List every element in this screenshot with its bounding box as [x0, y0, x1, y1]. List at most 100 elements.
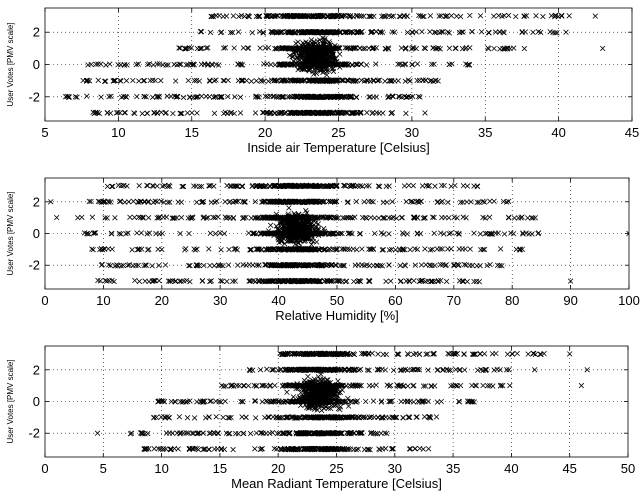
- data-point-x-marker: [427, 13, 434, 19]
- data-point-x-marker: [427, 247, 434, 253]
- data-point-x-marker: [277, 110, 283, 117]
- data-point-x-marker: [474, 263, 480, 269]
- data-point-x-marker: [139, 246, 145, 252]
- data-point-x-marker: [307, 262, 314, 268]
- data-point-x-marker: [123, 231, 129, 237]
- data-point-x-marker: [154, 61, 160, 67]
- data-point-x-marker: [205, 45, 211, 51]
- data-point-x-marker: [115, 109, 121, 116]
- data-point-x-marker: [167, 278, 173, 284]
- data-point-x-marker: [439, 214, 445, 221]
- data-point-x-marker: [278, 94, 285, 100]
- data-point-x-marker: [359, 246, 365, 252]
- data-point-x-marker: [253, 262, 260, 268]
- data-point-x-marker: [267, 222, 274, 228]
- data-point-x-marker: [487, 262, 493, 268]
- data-point-x-marker: [270, 278, 276, 285]
- data-point-x-marker: [308, 247, 314, 253]
- data-point-x-marker: [407, 247, 413, 253]
- data-point-x-marker: [141, 262, 147, 269]
- data-point-x-marker: [252, 446, 258, 452]
- data-point-x-marker: [493, 230, 499, 236]
- data-point-x-marker: [485, 29, 492, 36]
- data-point-x-marker: [235, 29, 242, 35]
- data-point-x-marker: [281, 13, 287, 19]
- data-point-x-marker: [323, 63, 329, 70]
- data-point-x-marker: [366, 278, 372, 284]
- y-tick-label: -2: [28, 89, 40, 104]
- data-point-x-marker: [191, 246, 197, 252]
- data-point-x-marker: [133, 61, 139, 68]
- y-tick-label: 0: [33, 226, 40, 241]
- data-point-x-marker: [99, 261, 105, 268]
- data-point-x-marker: [308, 246, 314, 252]
- data-point-x-marker: [260, 30, 267, 36]
- data-point-x-marker: [150, 94, 156, 100]
- data-point-x-marker: [253, 78, 260, 84]
- data-point-x-marker: [127, 214, 133, 220]
- data-point-x-marker: [136, 183, 142, 189]
- data-point-x-marker: [336, 29, 343, 35]
- data-point-x-marker: [211, 263, 217, 269]
- data-point-x-marker: [256, 278, 263, 284]
- data-point-x-marker: [317, 42, 324, 49]
- data-point-x-marker: [469, 382, 475, 389]
- data-point-x-marker: [405, 77, 411, 83]
- data-point-x-marker: [414, 77, 420, 84]
- data-point-x-marker: [356, 13, 363, 19]
- data-point-x-marker: [454, 230, 460, 236]
- data-point-x-marker: [340, 246, 347, 252]
- data-point-x-marker: [165, 278, 172, 284]
- x-tick-label: 80: [505, 293, 519, 308]
- data-point-x-marker: [230, 278, 236, 284]
- data-point-x-marker: [471, 278, 477, 285]
- data-point-x-marker: [354, 278, 361, 285]
- data-point-x-marker: [324, 94, 330, 100]
- data-point-x-marker: [232, 278, 238, 284]
- data-point-x-marker: [552, 14, 558, 20]
- data-point-x-marker: [343, 279, 349, 285]
- data-point-x-marker: [328, 262, 335, 269]
- data-point-x-marker: [361, 13, 367, 19]
- data-point-x-marker: [213, 61, 219, 68]
- data-point-x-marker: [371, 77, 377, 84]
- data-point-x-marker: [203, 45, 209, 51]
- scatter-points: [63, 12, 606, 117]
- data-point-x-marker: [375, 414, 381, 420]
- data-point-x-marker: [406, 182, 412, 189]
- data-point-x-marker: [188, 45, 195, 51]
- data-point-x-marker: [310, 77, 317, 83]
- data-point-x-marker: [221, 78, 228, 84]
- data-point-x-marker: [344, 29, 350, 35]
- data-point-x-marker: [373, 61, 379, 67]
- data-point-x-marker: [288, 12, 294, 19]
- data-point-x-marker: [225, 262, 232, 268]
- data-point-x-marker: [386, 247, 393, 253]
- data-point-x-marker: [492, 29, 499, 35]
- data-point-x-marker: [322, 36, 328, 42]
- data-point-x-marker: [290, 49, 297, 55]
- data-point-x-marker: [366, 382, 373, 389]
- data-point-x-marker: [390, 93, 396, 100]
- data-point-x-marker: [289, 54, 295, 60]
- data-point-x-marker: [339, 262, 345, 269]
- data-point-x-marker: [469, 262, 475, 269]
- data-point-x-marker: [224, 278, 230, 285]
- data-point-x-marker: [592, 13, 598, 19]
- data-point-x-marker: [354, 77, 361, 84]
- data-point-x-marker: [72, 94, 79, 100]
- data-point-x-marker: [446, 45, 453, 51]
- data-point-x-marker: [247, 430, 254, 437]
- data-point-x-marker: [170, 110, 176, 117]
- data-point-x-marker: [198, 29, 205, 35]
- data-point-x-marker: [315, 49, 321, 56]
- data-point-x-marker: [395, 61, 401, 67]
- data-point-x-marker: [256, 262, 262, 268]
- data-point-x-marker: [540, 13, 546, 20]
- data-point-x-marker: [95, 61, 101, 67]
- data-point-x-marker: [377, 29, 384, 36]
- data-point-x-marker: [464, 278, 470, 285]
- data-point-x-marker: [134, 230, 140, 236]
- data-point-x-marker: [131, 214, 138, 221]
